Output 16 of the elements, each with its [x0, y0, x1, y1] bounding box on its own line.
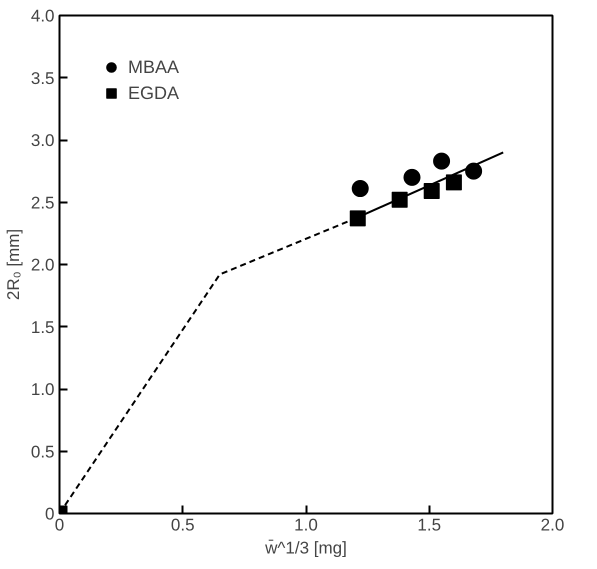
y-tick-label: 2.5	[30, 193, 55, 212]
x-tick-label: 1.0	[294, 516, 318, 534]
y-tick-label: 2.0	[30, 256, 55, 274]
x-tick-label: 1.5	[417, 516, 442, 534]
x-axis-title: w̄^1/3 [mg]	[264, 538, 347, 558]
x-tick-label: 0.5	[170, 516, 195, 534]
y-tick-label: 3.0	[30, 131, 55, 150]
legend-label: MBAA	[128, 56, 180, 78]
y-tick-label: 4.0	[30, 6, 55, 26]
y-tick-label: 0.5	[30, 442, 55, 462]
y-tick-label: 3.5	[30, 68, 55, 88]
y-tick-label: 1.0	[30, 380, 55, 399]
y-axis-title: 2R₀ [mm]	[4, 228, 23, 300]
y-tick-label: 1.5	[30, 318, 55, 337]
legend-label: EGDA	[128, 82, 180, 104]
x-tick-label: 2.0	[540, 516, 564, 534]
